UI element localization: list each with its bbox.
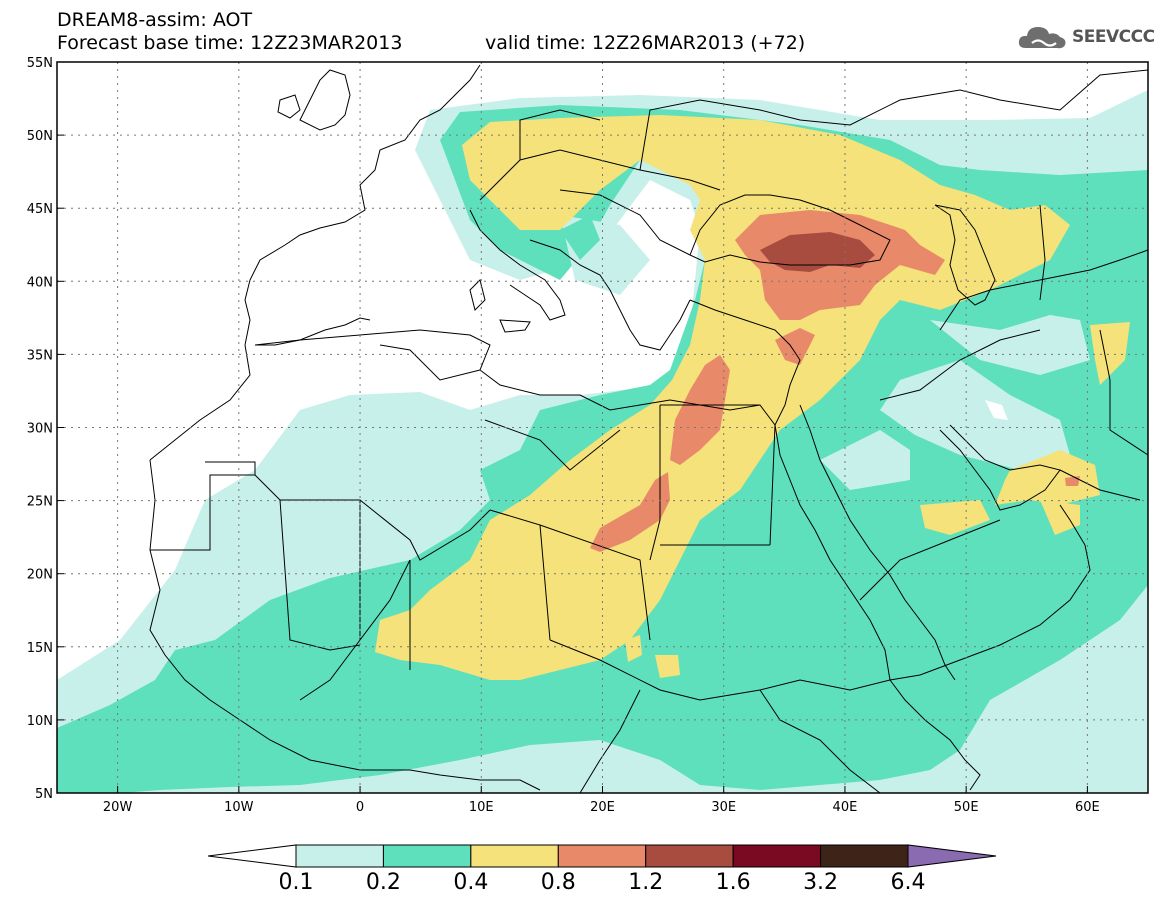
map-plot-area (57, 62, 1148, 793)
aot-band-1.2-1.6 (760, 232, 875, 272)
colorbar-level-label: 0.8 (541, 870, 576, 895)
colorbar-level-label: 1.2 (628, 870, 663, 895)
lat-tick-label: 35N (27, 348, 53, 363)
lat-tick-label: 5N (35, 787, 53, 802)
lat-tick-label: 50N (27, 129, 53, 144)
lon-tick-label: 20W (103, 800, 133, 815)
lat-tick-label: 10N (27, 714, 53, 729)
colorbar-level-label: 0.4 (453, 870, 488, 895)
lon-tick-label: 40E (833, 800, 858, 815)
lon-tick-label: 60E (1075, 800, 1100, 815)
lon-tick-label: 30E (711, 800, 736, 815)
colorbar-bin (382, 844, 472, 868)
lat-tick-label: 55N (27, 56, 53, 71)
colorbar-bin (295, 844, 384, 868)
colorbar-over-arrow (907, 844, 997, 868)
colorbar-bin (470, 844, 559, 868)
seevccc-logo: SEEVCCC (1016, 22, 1155, 52)
lat-tick-label: 25N (27, 495, 53, 510)
lon-tick-label: 20E (590, 800, 615, 815)
lon-tick-label: 0 (356, 800, 364, 815)
lat-tick-label: 30N (27, 422, 53, 437)
colorbar-bin (732, 844, 822, 868)
aot-colorbar: 0.1 0.2 0.4 0.8 1.2 1.6 3.2 6.4 (207, 844, 997, 895)
lon-tick-label: 50E (954, 800, 979, 815)
colorbar-level-label: 0.1 (279, 870, 314, 895)
colorbar-bin (820, 844, 909, 868)
colorbar-bin (645, 844, 734, 868)
lat-tick-label: 45N (27, 202, 53, 217)
forecast-base-time: Forecast base time: 12Z23MAR2013 (57, 32, 403, 54)
colorbar-under-arrow (207, 844, 297, 868)
logo-text: SEEVCCC (1072, 27, 1155, 47)
valid-time: valid time: 12Z26MAR2013 (+72) (485, 32, 806, 54)
colorbar-bin (557, 844, 647, 868)
coastlines-and-borders (149, 64, 1148, 793)
lon-tick-label: 10E (469, 800, 494, 815)
colorbar-level-label: 0.2 (366, 870, 401, 895)
cloud-icon (1018, 27, 1066, 49)
colorbar-level-label: 6.4 (891, 870, 926, 895)
lat-tick-label: 40N (27, 275, 53, 290)
lat-tick-label: 20N (27, 568, 53, 583)
map-axes: 20W 10W 0 10E 20E 30E 40E 50E 60E 55N 50N 45N 40N 35N… (27, 56, 1100, 815)
lat-tick-label: 15N (27, 641, 53, 656)
colorbar-level-label: 3.2 (803, 870, 838, 895)
lon-tick-label: 10W (224, 800, 254, 815)
colorbar-level-label: 1.6 (716, 870, 751, 895)
graticule (57, 62, 1148, 793)
map-title: DREAM8-assim: AOT (57, 9, 253, 31)
